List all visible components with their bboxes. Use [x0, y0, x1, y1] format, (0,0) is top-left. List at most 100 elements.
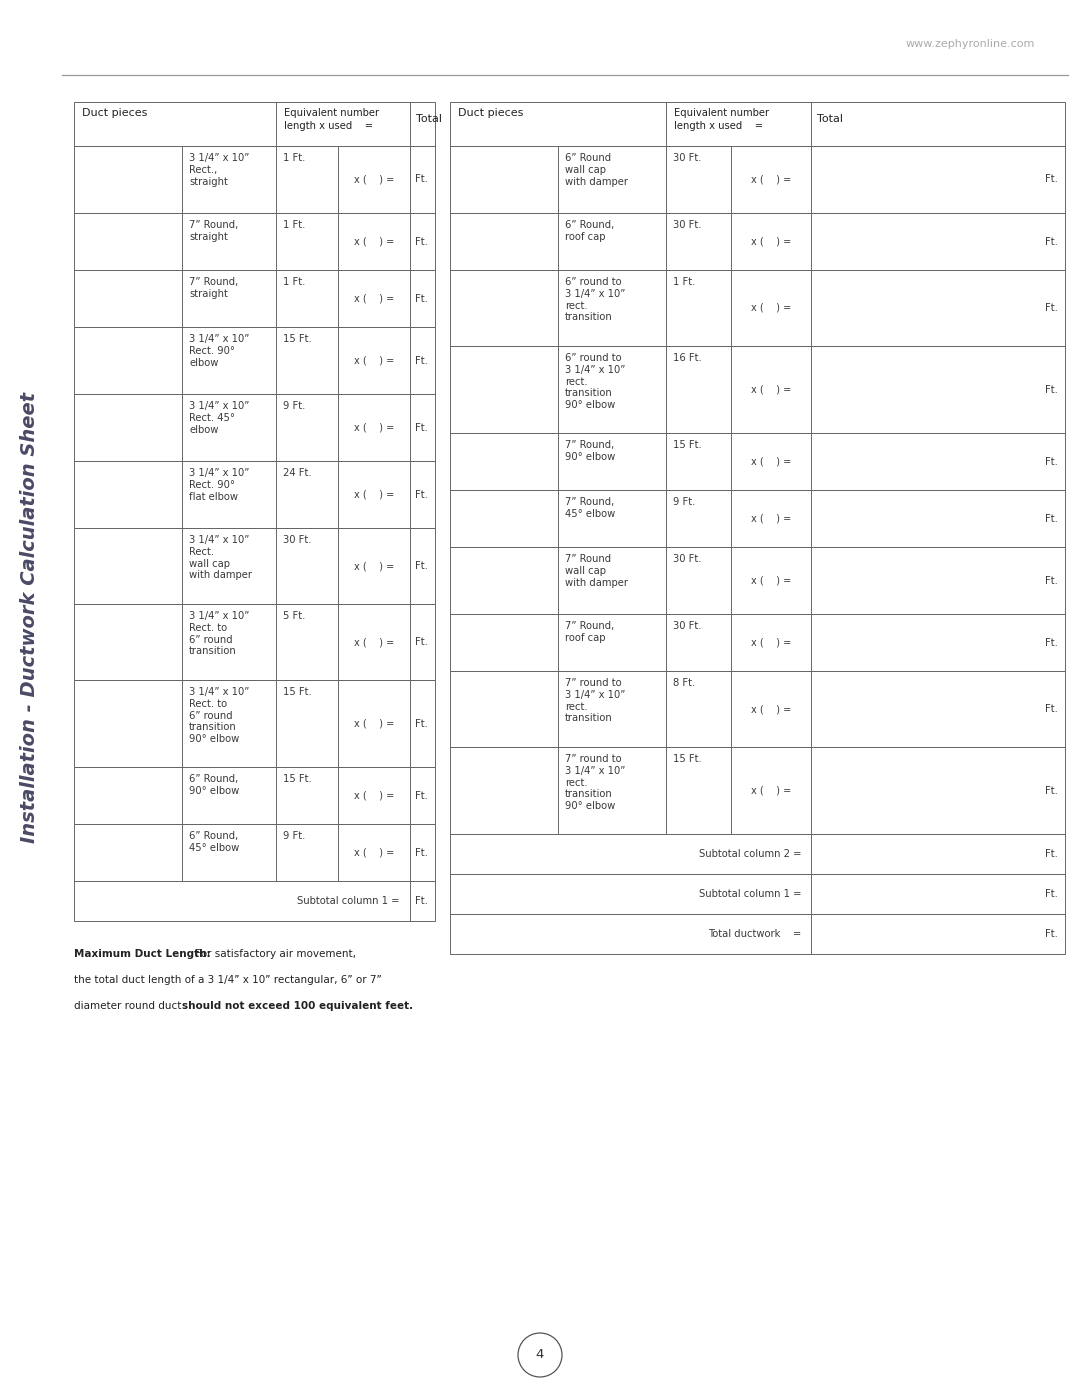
Bar [450, 747, 1065, 834]
Text: 3 1/4” x 10”
Rect. 45°
elbow: 3 1/4” x 10” Rect. 45° elbow [189, 401, 249, 434]
Bar [75, 102, 435, 147]
Text: 1 Ft.: 1 Ft. [673, 277, 696, 286]
Text: Installation - Ductwork Calculation Sheet: Installation - Ductwork Calculation Shee… [21, 391, 40, 842]
Text: x (    ) =: x ( ) = [751, 457, 792, 467]
Text: x (    ) =: x ( ) = [354, 848, 394, 858]
Text: 6” Round,
90° elbow: 6” Round, 90° elbow [189, 774, 240, 796]
Text: x (    ) =: x ( ) = [751, 785, 792, 795]
Text: 30 Ft.: 30 Ft. [673, 555, 702, 564]
Text: 9 Ft.: 9 Ft. [283, 401, 306, 411]
Text: 30 Ft.: 30 Ft. [283, 535, 311, 545]
Bar [450, 346, 1065, 433]
Text: x (    ) =: x ( ) = [751, 175, 792, 184]
Text: 7” Round,
90° elbow: 7” Round, 90° elbow [565, 440, 616, 462]
Text: Total: Total [416, 115, 442, 124]
Text: 6” round to
3 1/4” x 10”
rect.
transition: 6” round to 3 1/4” x 10” rect. transitio… [565, 277, 625, 323]
Text: x (    ) =: x ( ) = [751, 384, 792, 394]
Bar [75, 270, 435, 327]
Text: 16 Ft.: 16 Ft. [673, 353, 702, 363]
Text: Ft.: Ft. [415, 489, 428, 500]
Text: Ft.: Ft. [1045, 303, 1058, 313]
Bar [450, 834, 1065, 875]
Bar [75, 394, 435, 461]
Text: 15 Ft.: 15 Ft. [673, 754, 702, 764]
Text: should not exceed 100 equivalent feet.: should not exceed 100 equivalent feet. [183, 1002, 414, 1011]
Text: 7” Round,
roof cap: 7” Round, roof cap [565, 622, 615, 643]
Text: Ft.: Ft. [1045, 888, 1058, 900]
Text: 3 1/4” x 10”
Rect. to
6” round
transition: 3 1/4” x 10” Rect. to 6” round transitio… [189, 610, 249, 657]
Bar [75, 824, 435, 882]
Text: Ft.: Ft. [1045, 514, 1058, 524]
Text: 6” Round,
45° elbow: 6” Round, 45° elbow [189, 831, 240, 852]
Text: 6” Round
wall cap
with damper: 6” Round wall cap with damper [565, 154, 627, 187]
Text: Ft.: Ft. [415, 355, 428, 366]
Text: Ft.: Ft. [415, 422, 428, 433]
Text: 6” Round,
roof cap: 6” Round, roof cap [565, 219, 615, 242]
Text: Ft.: Ft. [1045, 384, 1058, 394]
Bar [450, 102, 1065, 147]
Text: diameter round duct: diameter round duct [75, 1002, 185, 1011]
Text: Ft.: Ft. [415, 895, 428, 907]
Text: 15 Ft.: 15 Ft. [283, 774, 312, 784]
Text: Ft.: Ft. [415, 848, 428, 858]
Text: Ft.: Ft. [1045, 576, 1058, 585]
Bar [450, 875, 1065, 914]
Text: 24 Ft.: 24 Ft. [283, 468, 312, 478]
Text: 3 1/4” x 10”
Rect. 90°
flat elbow: 3 1/4” x 10” Rect. 90° flat elbow [189, 468, 249, 502]
Text: 4: 4 [536, 1348, 544, 1362]
Bar [450, 147, 1065, 212]
Text: 15 Ft.: 15 Ft. [673, 440, 702, 450]
Text: Equivalent number
length x used    =: Equivalent number length x used = [674, 108, 769, 131]
Bar [75, 327, 435, 394]
Text: 7” round to
3 1/4” x 10”
rect.
transition
90° elbow: 7” round to 3 1/4” x 10” rect. transitio… [565, 754, 625, 812]
Text: 9 Ft.: 9 Ft. [283, 831, 306, 841]
Text: 9 Ft.: 9 Ft. [673, 497, 696, 507]
Text: Ft.: Ft. [1045, 637, 1058, 647]
Text: 1 Ft.: 1 Ft. [283, 154, 306, 163]
Text: 8 Ft.: 8 Ft. [673, 678, 696, 687]
Text: Ft.: Ft. [415, 175, 428, 184]
Text: 7” Round,
45° elbow: 7” Round, 45° elbow [565, 497, 616, 518]
Text: Ft.: Ft. [415, 562, 428, 571]
Text: 3 1/4” x 10”
Rect. 90°
elbow: 3 1/4” x 10” Rect. 90° elbow [189, 334, 249, 367]
Text: Ft.: Ft. [1045, 236, 1058, 246]
Text: Equivalent number
length x used    =: Equivalent number length x used = [284, 108, 379, 131]
Text: x (    ) =: x ( ) = [354, 718, 394, 728]
Text: 7” Round,
straight: 7” Round, straight [189, 219, 239, 242]
Text: Ft.: Ft. [1045, 849, 1058, 859]
Text: x (    ) =: x ( ) = [354, 562, 394, 571]
Text: Ft.: Ft. [1045, 785, 1058, 795]
Text: Subtotal column 1 =: Subtotal column 1 = [297, 895, 400, 907]
Text: 5 Ft.: 5 Ft. [283, 610, 306, 622]
Text: x (    ) =: x ( ) = [354, 489, 394, 500]
Text: Total: Total [816, 115, 843, 124]
Text: Ft.: Ft. [415, 791, 428, 800]
Text: x (    ) =: x ( ) = [354, 236, 394, 246]
Text: Ft.: Ft. [1045, 457, 1058, 467]
Bar [75, 680, 435, 767]
Text: Total ductwork    =: Total ductwork = [707, 929, 801, 939]
Bar [75, 212, 435, 270]
Text: Subtotal column 2 =: Subtotal column 2 = [699, 849, 801, 859]
Text: x (    ) =: x ( ) = [354, 293, 394, 303]
Text: x (    ) =: x ( ) = [354, 791, 394, 800]
Text: 15 Ft.: 15 Ft. [283, 334, 312, 344]
Text: x (    ) =: x ( ) = [751, 303, 792, 313]
Text: 7” Round,
straight: 7” Round, straight [189, 277, 239, 299]
Text: 30 Ft.: 30 Ft. [673, 219, 702, 231]
Text: Ft.: Ft. [415, 236, 428, 246]
Text: 7” Round
wall cap
with damper: 7” Round wall cap with damper [565, 555, 627, 588]
Text: Subtotal column 1 =: Subtotal column 1 = [699, 888, 801, 900]
Text: Ft.: Ft. [415, 718, 428, 728]
Bar [450, 615, 1065, 671]
Text: For satisfactory air movement,: For satisfactory air movement, [192, 949, 356, 958]
Text: 3 1/4” x 10”
Rect. to
6” round
transition
90° elbow: 3 1/4” x 10” Rect. to 6” round transitio… [189, 687, 249, 745]
Text: Ft.: Ft. [1045, 929, 1058, 939]
Bar [75, 461, 435, 528]
Bar [75, 528, 435, 604]
Text: x (    ) =: x ( ) = [751, 576, 792, 585]
Bar [450, 433, 1065, 490]
Bar [450, 490, 1065, 548]
Text: 7” round to
3 1/4” x 10”
rect.
transition: 7” round to 3 1/4” x 10” rect. transitio… [565, 678, 625, 724]
Text: Duct pieces: Duct pieces [458, 108, 524, 117]
